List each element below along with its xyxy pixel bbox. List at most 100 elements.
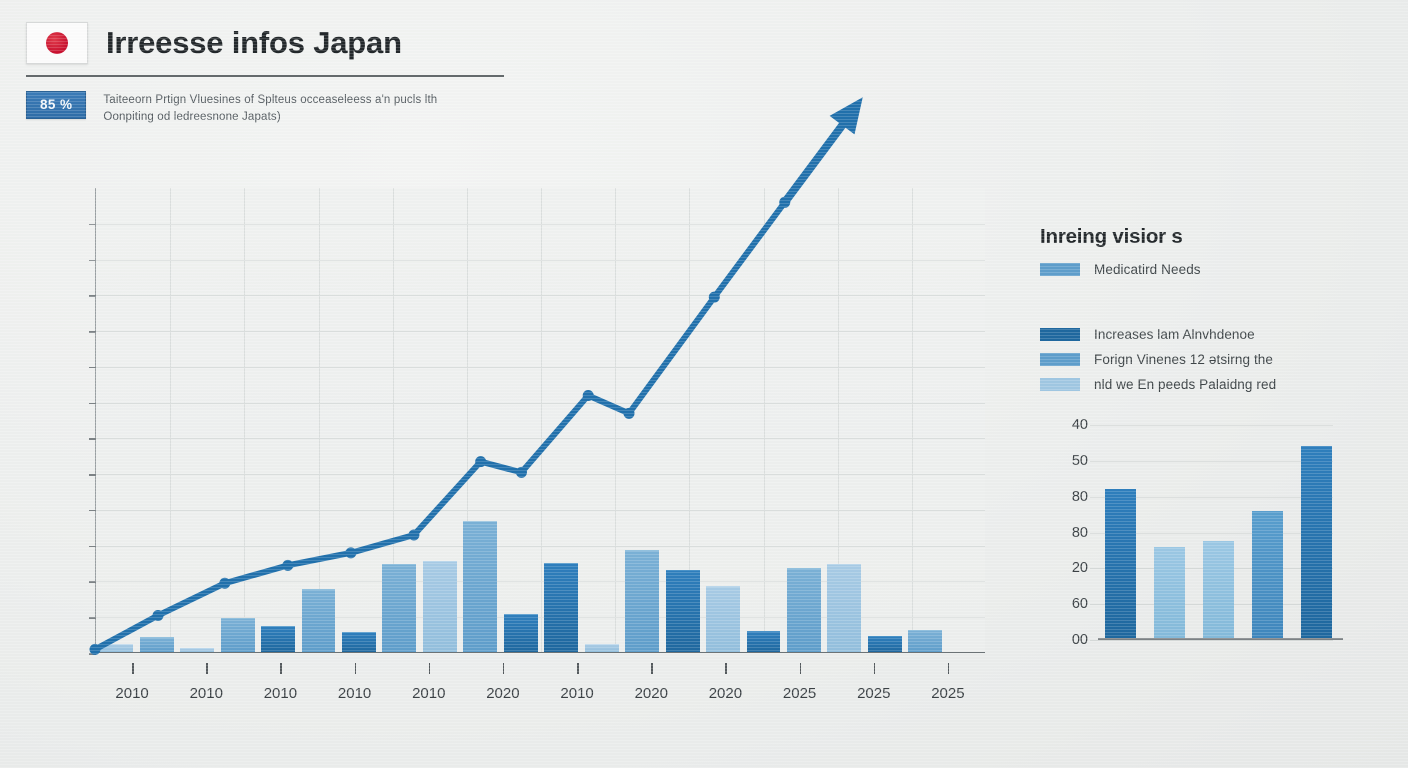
mini-chart-bar (1251, 510, 1284, 638)
mini-chart-bar (1104, 489, 1137, 638)
x-axis-tick (280, 663, 282, 674)
chart-bar (261, 626, 296, 652)
x-axis-tick (577, 663, 579, 674)
y-axis-tick (89, 581, 96, 583)
gridline-vertical (541, 188, 542, 652)
gridline-vertical (763, 188, 765, 652)
y-axis-tick (89, 223, 96, 226)
x-axis-label: 2020 (486, 685, 520, 702)
main-chart: (Peppdieyńris pnàejbgas) Peesaon (musaln… (0, 97, 1005, 702)
y-axis-tick (89, 545, 96, 548)
x-axis-label: 2010 (263, 685, 298, 702)
x-axis-tick (799, 663, 802, 674)
chart-bar (584, 644, 619, 652)
header-subtitle-row: 85 % Taiteeorn Prtign Vluesines of Splte… (26, 91, 516, 127)
chart-bar (665, 569, 700, 652)
legend-panel: Inreing visior s Medicatird Needs Increa… (1040, 225, 1390, 392)
chart-bar (867, 635, 902, 652)
y-axis-tick (89, 259, 96, 262)
x-axis-label: 2025 (931, 685, 965, 702)
chart-bar (463, 521, 498, 652)
x-axis-tick (502, 663, 505, 674)
chart-bar (220, 618, 255, 652)
x-axis-tick (947, 663, 950, 674)
mini-gridline (1090, 496, 1333, 498)
chart-bar (746, 630, 781, 652)
y-axis-tick (89, 331, 96, 333)
mini-chart-plot-area (1090, 425, 1343, 641)
page-title: Irreesse infos Japan (106, 25, 402, 60)
mini-y-axis-label: 80 (1071, 488, 1088, 505)
mini-y-axis-label: 00 (1071, 632, 1088, 648)
x-axis-label: 2020 (708, 685, 743, 702)
percentage-badge: 85 % (26, 91, 87, 119)
y-axis-tick (89, 295, 96, 297)
mini-gridline (1090, 425, 1333, 426)
chart-bar (422, 560, 457, 652)
legend-swatch (1040, 378, 1080, 391)
mini-chart-bar (1202, 541, 1235, 638)
subtitle-line-1: Taiteeorn Prtign Vluesines of Splteus oc… (103, 94, 438, 106)
y-axis-tick (89, 366, 96, 369)
chart-bar (99, 644, 134, 652)
x-axis-tick (873, 663, 876, 674)
x-axis-tick (132, 663, 134, 674)
legend-item[interactable]: Increases lam Alnvhdenoe (1040, 327, 1390, 342)
legend-item[interactable]: nld we En peeds Palaidng red (1040, 377, 1390, 392)
mini-y-axis-label: 20 (1071, 560, 1088, 577)
mini-chart: 40 50 80 80 20 60 00 (1040, 415, 1380, 665)
x-axis-label: 2020 (634, 685, 668, 702)
y-axis-title: (Peppdieyńris pnàejbgas) (0, 353, 1, 523)
header-divider (26, 75, 504, 77)
legend-item[interactable]: Forign Vinenes 12 ətsirng the (1040, 352, 1390, 367)
chart-bar (625, 550, 660, 652)
chart-bar (301, 589, 336, 652)
x-axis-label: 2010 (337, 685, 372, 702)
chart-bar (341, 632, 376, 652)
subtitle-text: Taiteeorn Prtign Vluesines of Splteus oc… (103, 91, 437, 127)
chart-bar (544, 562, 579, 652)
chart-bar (827, 564, 862, 652)
chart-bar (139, 636, 174, 652)
y-axis-tick (89, 617, 96, 619)
legend-label-primary: Medicatird Needs (1094, 262, 1201, 277)
y-axis-tick (89, 653, 96, 655)
header-title-row: Irreesse infos Japan (26, 22, 516, 64)
x-axis-label: 2025 (782, 685, 817, 702)
x-axis-tick (206, 663, 208, 674)
legend-label: Forign Vinenes 12 ətsirng the (1094, 352, 1274, 367)
main-chart-plot-area (89, 188, 985, 655)
gridline-vertical (170, 188, 172, 652)
arrow-head-icon (829, 97, 863, 135)
legend-label: nld we En peeds Palaidng red (1094, 377, 1277, 392)
gridline-vertical (244, 188, 246, 652)
x-axis-label: 2010 (189, 685, 223, 702)
legend-swatch (1040, 328, 1080, 341)
x-axis-label: 2010 (560, 685, 594, 702)
chart-bar (503, 614, 538, 652)
subtitle-line-2: Oonpiting od ledreesnone Japats) (103, 111, 281, 124)
y-axis-tick (89, 402, 96, 405)
chart-bar (382, 564, 417, 652)
gridline-vertical (837, 188, 839, 652)
mini-y-axis-label: 50 (1071, 452, 1088, 469)
chart-bar (706, 585, 741, 652)
y-axis-tick (89, 474, 96, 476)
x-axis-label: 2010 (412, 685, 446, 702)
legend-swatch-primary (1040, 263, 1080, 276)
legend-panel-title: Inreing visior s (1040, 225, 1183, 248)
legend-item-primary[interactable]: Medicatird Needs (1040, 262, 1390, 277)
mini-chart-bar (1300, 446, 1333, 638)
chart-bar (180, 647, 215, 652)
gridline-vertical (911, 188, 913, 652)
gridline-vertical (615, 188, 617, 652)
legend-label: Increases lam Alnvhdenoe (1094, 327, 1255, 342)
y-axis-tick (89, 509, 96, 512)
legend-swatch (1040, 353, 1080, 366)
chart-bar (786, 567, 821, 652)
mini-y-axis-label: 80 (1071, 524, 1088, 541)
x-axis-tick (428, 663, 431, 674)
x-axis-tick (725, 663, 727, 674)
y-axis-tick (89, 438, 96, 440)
mini-gridline (1090, 460, 1333, 462)
